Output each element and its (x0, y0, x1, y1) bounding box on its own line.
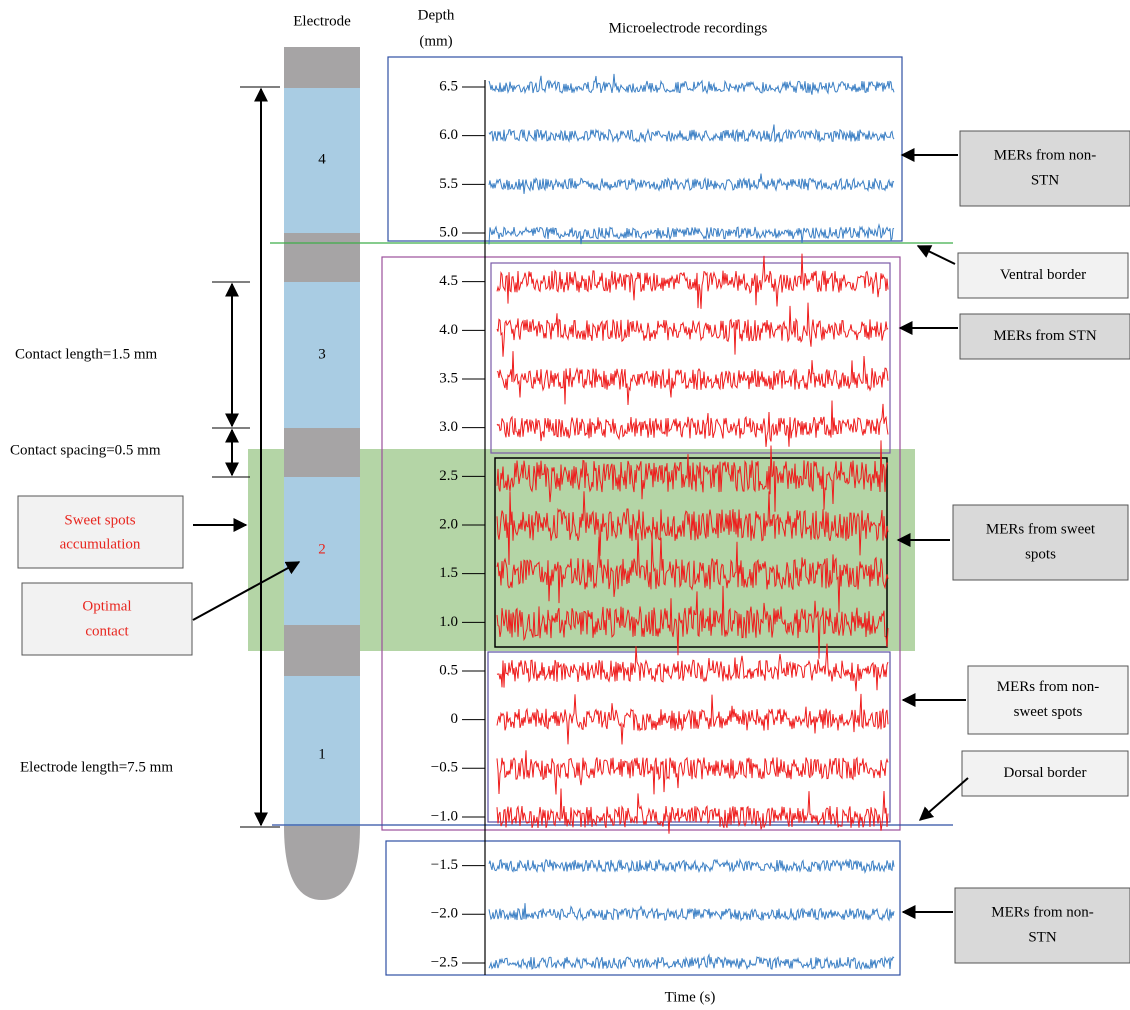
tick-label: 3.0 (439, 419, 458, 435)
tick-label: 0 (451, 711, 459, 727)
title: Microelectrode recordings (609, 20, 768, 36)
recording-trace (497, 401, 888, 447)
tick-label: 6.5 (439, 78, 458, 94)
electrode-heading: Electrode (293, 13, 351, 29)
callout-label: MERs from non- (991, 904, 1094, 920)
annotation: Contact length=1.5 mm (15, 346, 158, 362)
depth-heading: (mm) (419, 33, 452, 49)
recording-trace (489, 860, 894, 873)
tick-label: −2.0 (431, 906, 458, 922)
tick-label: 3.5 (439, 370, 458, 386)
recording-trace (489, 955, 894, 969)
tick-label: 6.0 (439, 127, 458, 143)
tick-label: 5.0 (439, 224, 458, 240)
recording-trace (489, 903, 894, 920)
tick-label: −1.0 (431, 808, 458, 824)
recording-trace (497, 254, 888, 309)
callout-label: sweet spots (1014, 704, 1083, 720)
callout-arrow (918, 246, 955, 264)
tick-label: 2.5 (439, 468, 458, 484)
tick-label: 1.0 (439, 614, 458, 630)
recording-trace (489, 174, 894, 194)
callout-label: MERs from non- (994, 147, 1097, 163)
callout-label: MERs from sweet (986, 521, 1096, 537)
recording-trace (497, 750, 888, 794)
annotation: Electrode length=7.5 mm (20, 759, 173, 775)
contact-label: 4 (318, 151, 326, 167)
tick-label: −0.5 (431, 760, 458, 776)
contact-label: 1 (318, 746, 326, 762)
recording-trace (497, 351, 888, 405)
callout-label: STN (1028, 929, 1057, 945)
tick-label: −2.5 (431, 954, 458, 970)
callout-box (955, 888, 1130, 963)
label-box (18, 496, 183, 568)
callouts: MERs from non- STN Ventral border MERs from… (898, 131, 1130, 963)
annotation: Contact spacing=0.5 mm (10, 442, 161, 458)
annotation: contact (85, 623, 129, 639)
callout-label: spots (1025, 546, 1056, 562)
contact-label: 2 (318, 541, 326, 557)
label-box (22, 583, 192, 655)
electrode (284, 47, 360, 900)
recording-trace (497, 694, 888, 745)
recording-trace (497, 303, 888, 357)
tick-label: 0.5 (439, 662, 458, 678)
callout-label: MERs from non- (997, 679, 1100, 695)
callout-label: STN (1031, 172, 1060, 188)
callout-box (953, 505, 1128, 580)
callout-label: Dorsal border (1004, 765, 1087, 781)
callout-box (968, 666, 1128, 734)
callout-label: MERs from STN (993, 328, 1097, 344)
callout-arrow (920, 778, 968, 820)
figure: 4 3 2 1 Electrode Depth (mm) Microelectr… (0, 0, 1130, 1010)
annotation: Optimal (82, 598, 131, 614)
recording-trace (489, 74, 894, 95)
tick-label: 2.0 (439, 516, 458, 532)
annotation: Sweet spots (64, 512, 135, 528)
tick-label: 4.5 (439, 273, 458, 289)
callout-label: Ventral border (1000, 267, 1086, 283)
recording-trace (497, 789, 888, 834)
x-label: Time (s) (665, 989, 716, 1005)
tick-label: 4.0 (439, 322, 458, 338)
callout-box (960, 131, 1130, 206)
tick-label: 5.5 (439, 176, 458, 192)
tick-label: −1.5 (431, 857, 458, 873)
contact-label: 3 (318, 346, 326, 362)
recording-trace (489, 125, 894, 142)
tick-label: 1.5 (439, 565, 458, 581)
depth-heading: Depth (418, 7, 455, 23)
annotation: accumulation (60, 536, 141, 552)
